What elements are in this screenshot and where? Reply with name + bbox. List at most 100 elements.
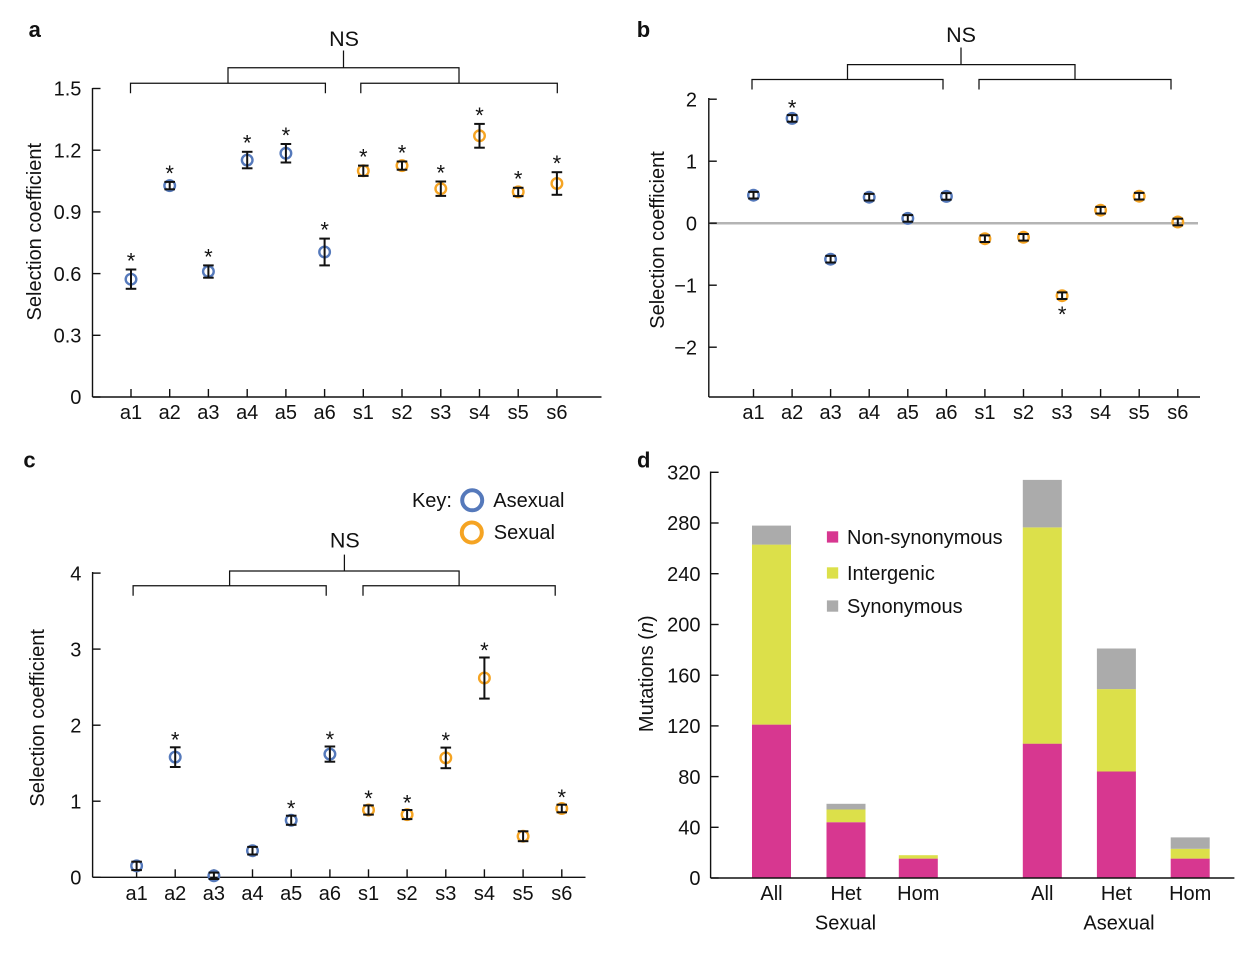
svg-text:Sexual: Sexual [815,913,876,935]
svg-text:NS: NS [329,27,359,51]
svg-text:a4: a4 [858,402,880,424]
svg-text:4: 4 [70,563,81,585]
svg-text:*: * [287,796,296,821]
svg-text:280: 280 [667,513,700,535]
svg-text:All: All [760,883,782,905]
svg-text:*: * [364,786,373,811]
svg-text:s6: s6 [546,402,567,424]
svg-text:*: * [204,244,213,269]
svg-text:Het: Het [830,883,862,905]
svg-text:a: a [29,17,42,42]
svg-text:s3: s3 [435,883,456,905]
svg-text:Non-synonymous: Non-synonymous [847,527,1003,549]
svg-text:Selection coefficient: Selection coefficient [27,629,49,807]
svg-text:Asexual: Asexual [493,490,564,512]
svg-text:s3: s3 [430,402,451,424]
svg-text:a6: a6 [935,402,957,424]
svg-text:*: * [788,95,797,120]
svg-text:−2: −2 [674,337,697,359]
svg-text:a3: a3 [197,402,219,424]
svg-text:*: * [127,248,136,273]
svg-text:*: * [442,728,451,753]
svg-text:d: d [637,448,650,473]
svg-text:*: * [243,131,252,156]
svg-text:320: 320 [667,463,700,485]
svg-text:*: * [437,160,446,185]
svg-text:s1: s1 [353,402,374,424]
svg-text:Het: Het [1101,883,1133,905]
svg-text:All: All [1031,883,1053,905]
svg-text:0.9: 0.9 [54,202,82,224]
svg-text:a1: a1 [742,402,764,424]
svg-text:*: * [398,140,407,165]
svg-text:0.6: 0.6 [54,264,82,286]
svg-text:b: b [637,17,650,42]
svg-text:NS: NS [330,529,360,553]
svg-text:s1: s1 [358,883,379,905]
svg-text:s6: s6 [551,883,572,905]
svg-text:160: 160 [667,665,700,687]
svg-text:80: 80 [678,767,700,789]
svg-text:s2: s2 [1013,402,1034,424]
svg-text:a3: a3 [819,402,841,424]
svg-text:s6: s6 [1167,402,1188,424]
svg-text:s4: s4 [474,883,495,905]
svg-text:s1: s1 [974,402,995,424]
svg-text:Intergenic: Intergenic [847,563,935,585]
svg-text:a2: a2 [164,883,186,905]
svg-text:s2: s2 [397,883,418,905]
svg-text:1: 1 [70,792,81,814]
svg-text:200: 200 [667,615,700,637]
svg-text:*: * [475,103,484,128]
svg-text:*: * [171,728,180,753]
svg-text:2: 2 [70,715,81,737]
svg-text:a1: a1 [120,402,142,424]
svg-text:Synonymous: Synonymous [847,596,963,618]
svg-text:Key:: Key: [412,490,452,512]
svg-text:*: * [514,167,523,192]
svg-text:s4: s4 [1090,402,1111,424]
svg-text:Sexual: Sexual [494,522,555,544]
svg-text:0: 0 [70,868,81,890]
svg-text:1.5: 1.5 [54,79,82,101]
svg-text:s4: s4 [469,402,490,424]
svg-text:40: 40 [678,818,700,840]
svg-text:*: * [403,790,412,815]
svg-text:Selection coefficient: Selection coefficient [24,143,46,321]
svg-text:a2: a2 [159,402,181,424]
svg-text:*: * [558,785,567,810]
svg-text:s5: s5 [1129,402,1150,424]
svg-text:0: 0 [686,213,697,235]
svg-text:s3: s3 [1052,402,1073,424]
svg-text:s5: s5 [513,883,534,905]
svg-text:a4: a4 [241,883,263,905]
svg-text:*: * [326,727,335,752]
svg-text:240: 240 [667,564,700,586]
svg-text:1: 1 [686,151,697,173]
svg-text:*: * [359,145,368,170]
svg-text:*: * [553,151,562,176]
svg-text:0: 0 [689,868,700,890]
svg-text:*: * [165,161,174,186]
svg-text:*: * [282,123,291,148]
svg-text:*: * [320,218,329,243]
svg-text:1.2: 1.2 [54,140,82,162]
svg-text:a2: a2 [781,402,803,424]
svg-text:NS: NS [946,23,976,47]
svg-text:0: 0 [70,387,81,409]
svg-text:Hom: Hom [897,883,939,905]
svg-text:3: 3 [70,639,81,661]
svg-text:−1: −1 [674,275,697,297]
svg-text:a1: a1 [125,883,147,905]
svg-text:a5: a5 [275,402,297,424]
svg-text:a5: a5 [897,402,919,424]
svg-text:Asexual: Asexual [1083,913,1154,935]
svg-text:a3: a3 [203,883,225,905]
svg-text:120: 120 [667,716,700,738]
svg-text:s5: s5 [508,402,529,424]
svg-text:2: 2 [686,89,697,111]
svg-text:0.3: 0.3 [54,326,82,348]
svg-text:a4: a4 [236,402,258,424]
svg-text:a6: a6 [319,883,341,905]
svg-text:Hom: Hom [1169,883,1211,905]
